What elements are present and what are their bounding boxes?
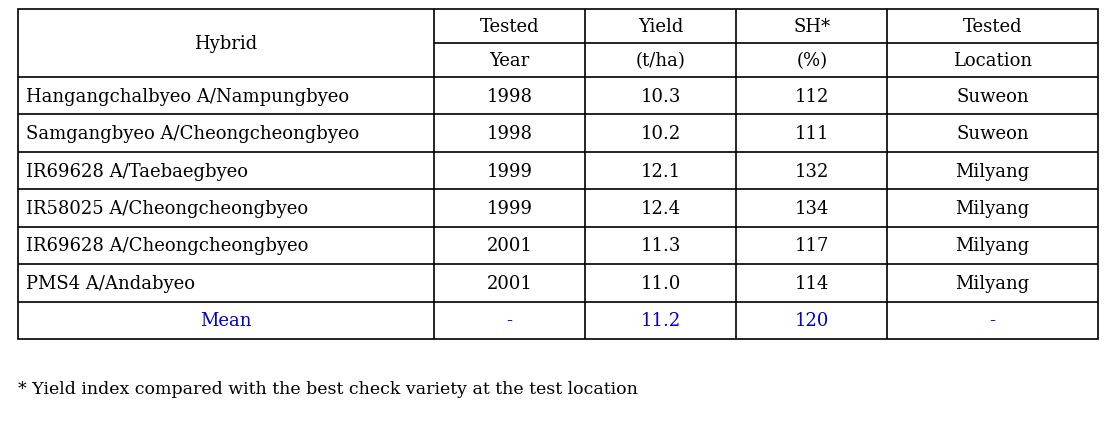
Text: 10.2: 10.2: [641, 125, 681, 143]
Text: 2001: 2001: [487, 237, 532, 255]
Text: 1999: 1999: [487, 199, 532, 218]
Text: Milyang: Milyang: [955, 199, 1030, 218]
Text: Suweon: Suweon: [956, 87, 1029, 106]
Text: 114: 114: [795, 274, 829, 292]
Text: Mean: Mean: [200, 311, 251, 330]
Text: (%): (%): [796, 52, 827, 70]
Text: 12.4: 12.4: [641, 199, 681, 218]
Text: Year: Year: [489, 52, 529, 70]
Text: 2001: 2001: [487, 274, 532, 292]
Bar: [18, 10, 1098, 339]
Text: 10.3: 10.3: [641, 87, 681, 106]
Text: 11.3: 11.3: [641, 237, 681, 255]
Text: Samgangbyeo A/Cheongcheongbyeo: Samgangbyeo A/Cheongcheongbyeo: [26, 125, 359, 143]
Text: 111: 111: [795, 125, 829, 143]
Text: 112: 112: [795, 87, 829, 106]
Text: SH*: SH*: [793, 18, 830, 36]
Text: PMS4 A/Andabyeo: PMS4 A/Andabyeo: [26, 274, 195, 292]
Text: 1999: 1999: [487, 162, 532, 180]
Text: Yield: Yield: [638, 18, 683, 36]
Text: IR69628 A/Cheongcheongbyeo: IR69628 A/Cheongcheongbyeo: [26, 237, 308, 255]
Text: Location: Location: [953, 52, 1032, 70]
Text: * Yield index compared with the best check variety at the test location: * Yield index compared with the best che…: [18, 380, 638, 397]
Text: Hangangchalbyeo A/Nampungbyeo: Hangangchalbyeo A/Nampungbyeo: [26, 87, 349, 106]
Text: Tested: Tested: [480, 18, 539, 36]
Text: -: -: [507, 311, 512, 330]
Text: 12.1: 12.1: [641, 162, 681, 180]
Text: 11.0: 11.0: [641, 274, 681, 292]
Text: 11.2: 11.2: [641, 311, 681, 330]
Text: -: -: [990, 311, 995, 330]
Text: 1998: 1998: [487, 87, 532, 106]
Text: 117: 117: [795, 237, 829, 255]
Text: Hybrid: Hybrid: [194, 35, 258, 53]
Text: Milyang: Milyang: [955, 237, 1030, 255]
Text: 134: 134: [795, 199, 829, 218]
Text: IR69628 A/Taebaegbyeo: IR69628 A/Taebaegbyeo: [26, 162, 248, 180]
Text: IR58025 A/Cheongcheongbyeo: IR58025 A/Cheongcheongbyeo: [26, 199, 308, 218]
Text: 132: 132: [795, 162, 829, 180]
Text: 120: 120: [795, 311, 829, 330]
Text: Tested: Tested: [963, 18, 1022, 36]
Text: 1998: 1998: [487, 125, 532, 143]
Text: Milyang: Milyang: [955, 162, 1030, 180]
Text: Milyang: Milyang: [955, 274, 1030, 292]
Text: Suweon: Suweon: [956, 125, 1029, 143]
Text: (t/ha): (t/ha): [636, 52, 685, 70]
